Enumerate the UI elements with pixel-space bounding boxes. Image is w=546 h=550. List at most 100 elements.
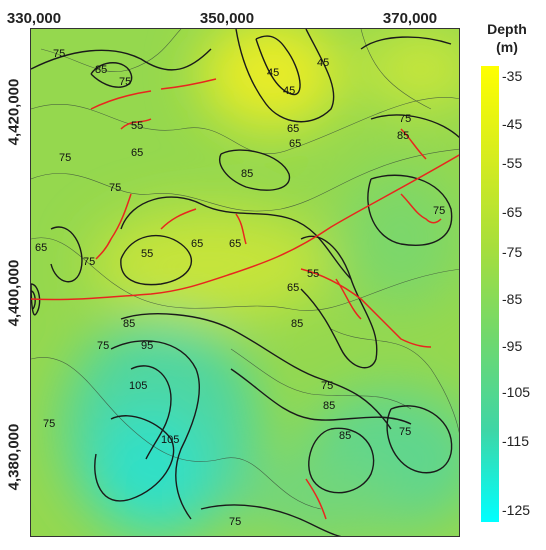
- contour-85-top: [360, 36, 452, 50]
- contour-label: 45: [267, 67, 279, 79]
- deepest-region-sw: [96, 409, 206, 529]
- fault-east-branch: [300, 268, 432, 348]
- contour-label: 85: [241, 168, 253, 180]
- contour-label: 65: [289, 138, 301, 150]
- contour-label: 75: [321, 380, 333, 392]
- depth-map: 75 85 75 45 45 45 65 55 65 75 85 85 65 7…: [30, 28, 460, 537]
- legend-tick: -45: [502, 116, 523, 132]
- contour-label: 75: [53, 48, 65, 60]
- legend-tick: -55: [502, 155, 523, 171]
- contour-label: 45: [317, 57, 329, 69]
- y-tick-4420000: 4,420,000: [5, 78, 23, 146]
- contour-label: 75: [229, 516, 241, 528]
- fault-east-2: [400, 193, 442, 224]
- y-tick-4400000: 4,400,000: [5, 259, 23, 327]
- legend-tick: -115: [502, 433, 529, 449]
- contour-label: 75: [43, 418, 55, 430]
- shallow-region-east: [361, 29, 459, 109]
- fault-center-3: [335, 278, 362, 320]
- contour-85-nw: [90, 62, 133, 88]
- contour-label: 75: [109, 182, 121, 194]
- contour-65-east: [300, 235, 378, 369]
- contour-label: 85: [323, 400, 335, 412]
- mid-region-south: [241, 459, 401, 536]
- contour-85-se: [308, 427, 375, 494]
- faults: [31, 78, 459, 520]
- contour-label: 85: [123, 318, 135, 330]
- x-tick-330000: 330,000: [6, 10, 62, 27]
- legend-tick: -95: [502, 338, 523, 354]
- contour-65-center: [120, 196, 352, 280]
- contour-label: 45: [283, 85, 295, 97]
- contour-label: 75: [433, 205, 445, 217]
- contour-75-west: [50, 226, 83, 283]
- contour-105-sw: [130, 365, 172, 460]
- legend-title-line2: (m): [496, 39, 518, 55]
- contour-label: 95: [141, 340, 153, 352]
- contour-95-sw: [110, 340, 200, 520]
- contour-label: 75: [59, 152, 71, 164]
- fault-west: [95, 193, 132, 260]
- contour-85-basin: [219, 149, 291, 191]
- fault-center-2: [235, 213, 247, 245]
- contour-label: 55: [131, 120, 143, 132]
- contour-label: 65: [131, 147, 143, 159]
- contour-55-north: [235, 29, 335, 123]
- legend-title-line1: Depth: [487, 21, 527, 37]
- contour-label: 65: [35, 242, 47, 254]
- contour-45-north: [255, 35, 301, 96]
- x-tick-350000: 350,000: [199, 10, 255, 27]
- depth-map-svg: 75 85 75 45 45 45 65 55 65 75 85 85 65 7…: [31, 29, 459, 536]
- contour-55-center: [120, 234, 193, 286]
- legend-tick: -35: [502, 68, 523, 84]
- fault-north: [160, 78, 217, 90]
- legend-tick: -125: [502, 502, 531, 518]
- contour-label: 65: [287, 282, 299, 294]
- contour-label: 75: [97, 340, 109, 352]
- contour-label: 65: [287, 123, 299, 135]
- legend-tick: -105: [502, 384, 531, 400]
- legend-tick: -65: [502, 204, 523, 220]
- fault-main: [31, 154, 459, 301]
- contour-85-east-basin: [367, 174, 453, 246]
- fault-east-1: [400, 128, 427, 160]
- contour-label: 55: [141, 248, 153, 260]
- contour-75-south: [230, 368, 412, 425]
- contour-label: 85: [397, 130, 409, 142]
- contour-label: 75: [119, 76, 131, 88]
- contour-75-north: [31, 48, 212, 71]
- fault-center-1: [160, 208, 197, 230]
- contour-label: 105: [161, 434, 179, 446]
- depth-colorbar: [481, 66, 499, 522]
- legend-tick: -75: [502, 244, 523, 260]
- contour-bullseye-2: [31, 290, 36, 310]
- contour-85-east: [370, 114, 459, 139]
- contours-thin: [31, 29, 459, 510]
- contour-label: 75: [399, 426, 411, 438]
- contour-label: 105: [129, 380, 147, 392]
- contour-label: 75: [399, 113, 411, 125]
- contour-85-far-se: [386, 405, 453, 474]
- contour-label: 65: [191, 238, 203, 250]
- contour-label: 65: [229, 238, 241, 250]
- legend-tick: -85: [502, 291, 523, 307]
- contour-85-south: [120, 313, 392, 430]
- shallow-region-center: [91, 209, 331, 319]
- contour-105-deep: [94, 415, 175, 502]
- x-tick-370000: 370,000: [382, 10, 438, 27]
- contour-75-se-bottom: [200, 504, 342, 536]
- contour-labels: 75 85 75 45 45 45 65 55 65 75 85 85 65 7…: [35, 48, 445, 528]
- contour-label: 55: [307, 268, 319, 280]
- contour-label: 85: [95, 64, 107, 76]
- fault-nw: [90, 90, 152, 110]
- shallow-region-north: [201, 29, 341, 129]
- y-tick-4380000: 4,380,000: [5, 423, 23, 491]
- contours-thick: [31, 29, 459, 536]
- mid-region-east: [341, 169, 459, 309]
- fault-north-2: [120, 118, 152, 130]
- contour-label: 75: [83, 256, 95, 268]
- legend-title: Depth (m): [484, 20, 530, 56]
- fault-south: [305, 478, 327, 520]
- contour-label: 85: [291, 318, 303, 330]
- contour-label: 85: [339, 430, 351, 442]
